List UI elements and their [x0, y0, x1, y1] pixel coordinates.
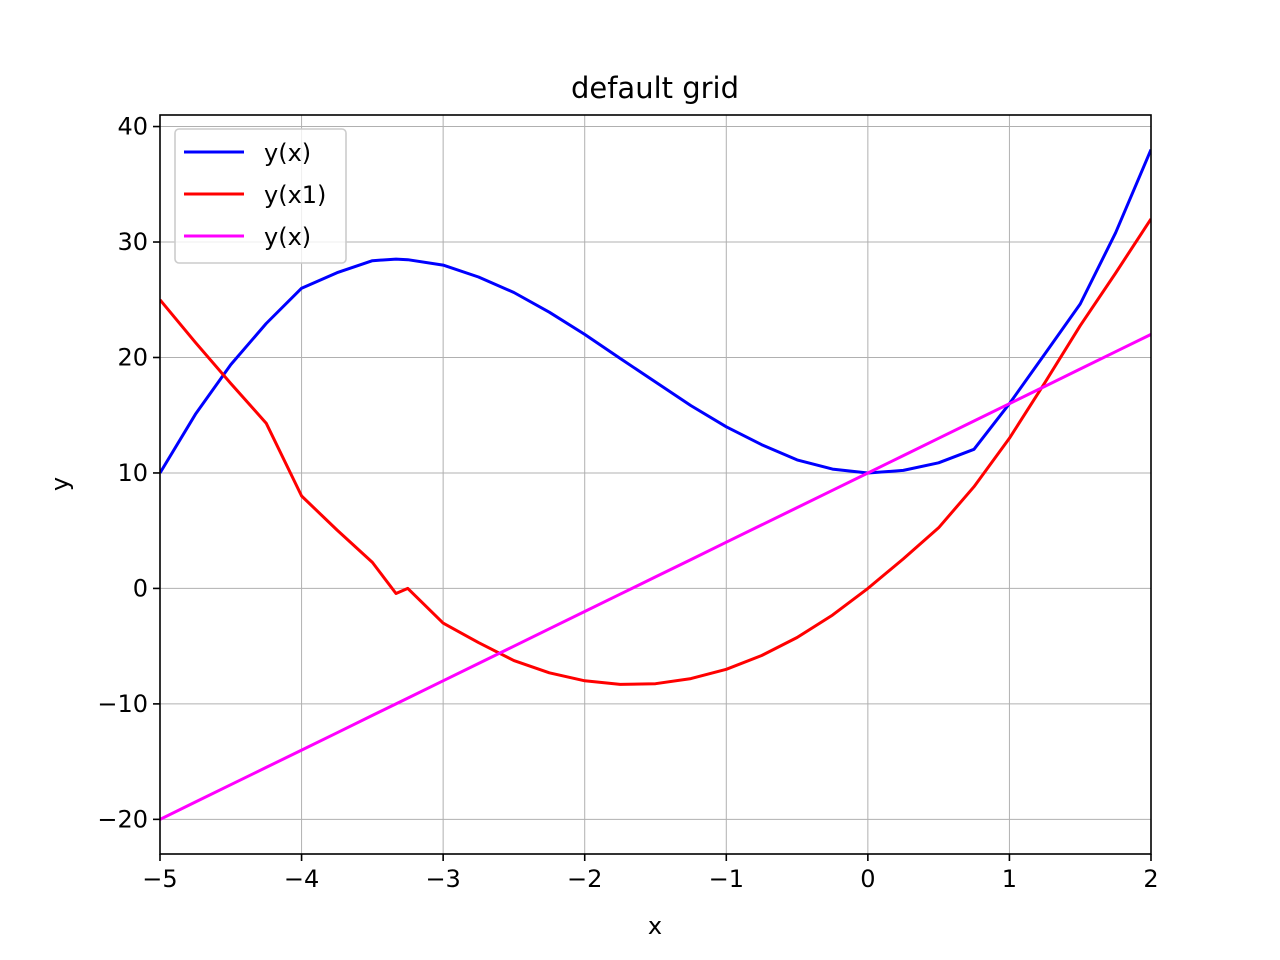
y-tick-label: 30: [117, 228, 148, 256]
y-tick-label: 40: [117, 113, 148, 141]
x-tick-label: −5: [142, 865, 177, 893]
series-lines: [160, 149, 1151, 821]
x-tick-label: −2: [567, 865, 602, 893]
x-tick-label: −4: [284, 865, 319, 893]
chart-title: default grid: [571, 71, 739, 105]
y-tick-label: 0: [133, 574, 148, 602]
legend-label: y(x): [264, 223, 311, 251]
plot-area-frame: [159, 114, 1152, 855]
legend-label: y(x1): [264, 181, 326, 209]
y-tick-label: −10: [97, 690, 148, 718]
y-tick-label: 10: [117, 459, 148, 487]
legend-box: [174, 128, 347, 264]
x-tick-label: −1: [709, 865, 744, 893]
y-tick-label: 20: [117, 343, 148, 371]
series-line-3: [160, 333, 1151, 821]
x-tick-label: 0: [860, 865, 875, 893]
x-tick-label: −3: [425, 865, 460, 893]
legend: y(x) y(x1) y(x): [174, 128, 347, 264]
series-line-1: [160, 149, 1151, 475]
legend-label: y(x): [264, 139, 311, 167]
x-tick-label: 2: [1143, 865, 1158, 893]
x-tick-label: 1: [1002, 865, 1017, 893]
y-tick-label: −20: [97, 805, 148, 833]
x-axis-label: x: [648, 912, 662, 940]
series-line-2: [160, 218, 1151, 686]
y-axis-label: y: [46, 477, 74, 491]
